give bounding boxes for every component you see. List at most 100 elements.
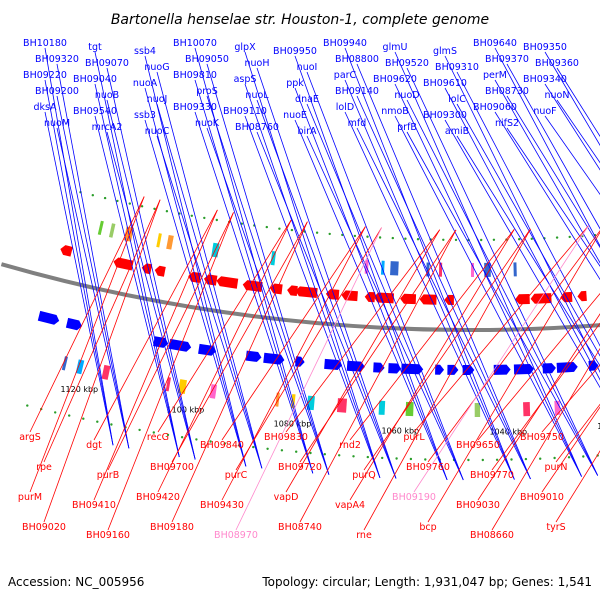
leader-line (194, 79, 314, 474)
leader-line (244, 51, 381, 478)
leader-line (356, 63, 531, 480)
gene-label: BH09750 (520, 432, 564, 443)
cog-block (61, 356, 68, 371)
leader-line (44, 111, 114, 446)
gc-dot (215, 218, 218, 222)
gene-label: parC (334, 70, 357, 81)
gc-dot (352, 455, 355, 458)
forward-gene-arrow (373, 362, 385, 373)
leader-line (556, 67, 600, 138)
leader-line (206, 127, 330, 475)
reverse-gene-arrow (515, 293, 530, 305)
gene-label: purB (97, 470, 119, 481)
leader-line (235, 227, 382, 531)
gene-label: rne (356, 530, 372, 541)
leader-line (43, 199, 161, 523)
gc-dot (103, 196, 107, 200)
gc-dot (278, 227, 281, 230)
gene-label: bcp (419, 522, 436, 533)
leader-line (285, 229, 441, 433)
leader-line (171, 221, 308, 523)
leader-line (456, 103, 600, 357)
gene-label: BH09640 (473, 38, 517, 49)
gc-dot (295, 450, 298, 453)
gc-dot (96, 420, 99, 423)
gc-dot (252, 445, 255, 449)
gene-label: lolD (336, 102, 354, 113)
leader-line (344, 111, 515, 480)
gc-dot (582, 455, 585, 458)
gene-label: nmoB (381, 106, 409, 117)
gene-label: BH09360 (535, 58, 579, 69)
gene-label: purN (544, 462, 567, 473)
gene-label: vapD (274, 492, 299, 503)
forward-gene-arrow (346, 360, 365, 372)
gc-dot (366, 235, 369, 238)
gene-label: nuoA (133, 78, 158, 89)
gc-dot (68, 414, 71, 417)
gc-dot (82, 417, 85, 420)
leader-line (394, 51, 582, 477)
gc-dot (328, 232, 331, 236)
gc-dot (128, 202, 131, 205)
gene-label: BH08730 (485, 86, 529, 97)
gene-label: tyrS (546, 522, 565, 533)
gene-label: BH09300 (423, 110, 467, 121)
gene-label: glpX (234, 42, 256, 53)
gene-label: BH09160 (86, 530, 130, 541)
gc-dot (223, 442, 226, 445)
forward-gene-arrow (542, 363, 556, 374)
leader-line (363, 228, 531, 531)
leader-line (444, 119, 600, 389)
gene-label: mrcA2 (92, 122, 123, 133)
genome-summary-text: Topology: circular; Length: 1,931,047 bp… (261, 575, 592, 589)
gene-label: BH10070 (173, 38, 217, 49)
gene-label: BH09340 (523, 74, 567, 85)
gene-label: BH09140 (335, 86, 379, 97)
leader-line (56, 127, 130, 449)
gene-label: mfd (348, 118, 367, 129)
kbp-tick-label: 1100 kbp (167, 405, 205, 414)
gc-dot (265, 225, 268, 229)
forward-gene-arrow (462, 364, 475, 376)
gene-label: lolC (448, 94, 466, 105)
leader-line (29, 196, 145, 433)
gene-label: birA (297, 126, 317, 137)
gene-label: BH09410 (72, 500, 116, 511)
gene-label: recG (147, 432, 169, 443)
leader-line (544, 83, 600, 171)
gene-label: BH09760 (406, 462, 450, 473)
kbp-tick-label: 1020 kbp (597, 422, 600, 431)
leader-line (491, 322, 600, 471)
forward-gene-arrow (388, 363, 402, 374)
gene-label: nuoD (394, 90, 419, 101)
gene-label: glmU (383, 42, 408, 53)
reverse-gene-labels: argS dgt recG BH09840 BH09830 rnd2 purL BH09650… (18, 196, 600, 541)
cog-block (209, 384, 218, 399)
leader-line (555, 403, 600, 463)
gc-dot (166, 433, 170, 437)
gene-label: BH09830 (264, 432, 308, 443)
gc-dot (338, 454, 341, 457)
leader-line (93, 209, 218, 501)
gene-label: BH09180 (150, 522, 194, 533)
leader-line (29, 196, 145, 493)
gc-dot (26, 404, 29, 407)
leader-line (406, 131, 599, 476)
gene-label: rnd2 (339, 440, 361, 451)
gc-dot (110, 423, 113, 426)
gene-label: nuoB (95, 90, 119, 101)
leader-line (107, 212, 234, 531)
gc-dot (480, 238, 483, 242)
gc-dot (378, 236, 382, 239)
gene-label: ssb4 (134, 46, 156, 57)
leader-line (444, 55, 600, 373)
leader-line (394, 83, 582, 477)
leader-line (349, 229, 515, 441)
gene-label: BH09840 (200, 440, 244, 451)
gene-label: BH09770 (470, 470, 514, 481)
gc-dot (510, 458, 513, 461)
leader-line (363, 228, 531, 471)
gene-label: BH09950 (273, 46, 317, 57)
